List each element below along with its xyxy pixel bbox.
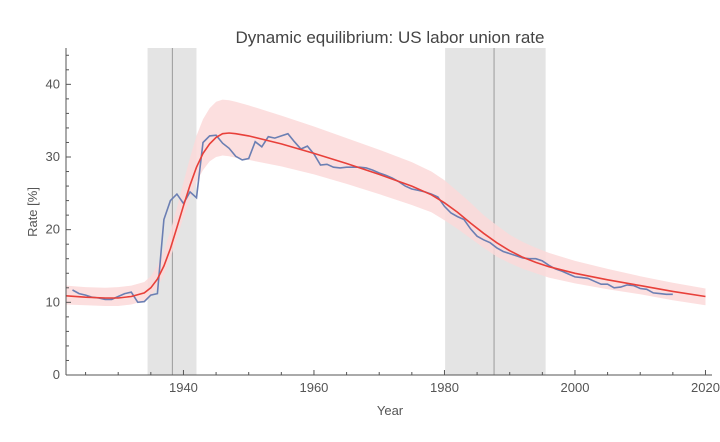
y-tick-label: 10	[46, 294, 60, 309]
series-line-model	[65, 132, 706, 299]
x-tick-label: 1960	[299, 380, 328, 395]
x-tick-label: 2000	[561, 380, 590, 395]
chart-title: Dynamic equilibrium: US labor union rate	[236, 28, 545, 47]
shaded-regions	[147, 48, 546, 375]
x-tick-label: 1980	[430, 380, 459, 395]
x-axis-label: Year	[377, 403, 404, 418]
x-axis-ticks: 1940 1960 1980 2000 2020	[85, 370, 720, 395]
x-tick-label: 1940	[169, 380, 198, 395]
model-confidence-band	[66, 99, 706, 306]
y-tick-label: 20	[46, 222, 60, 237]
y-tick-label: 30	[46, 149, 60, 164]
y-tick-label: 40	[46, 76, 60, 91]
series-line-data	[72, 132, 673, 304]
y-tick-label: 0	[53, 367, 60, 382]
y-axis-ticks: 0 10 20 30 40	[46, 54, 71, 382]
y-axis-label: Rate [%]	[25, 187, 40, 237]
x-tick-label: 2020	[691, 380, 720, 395]
